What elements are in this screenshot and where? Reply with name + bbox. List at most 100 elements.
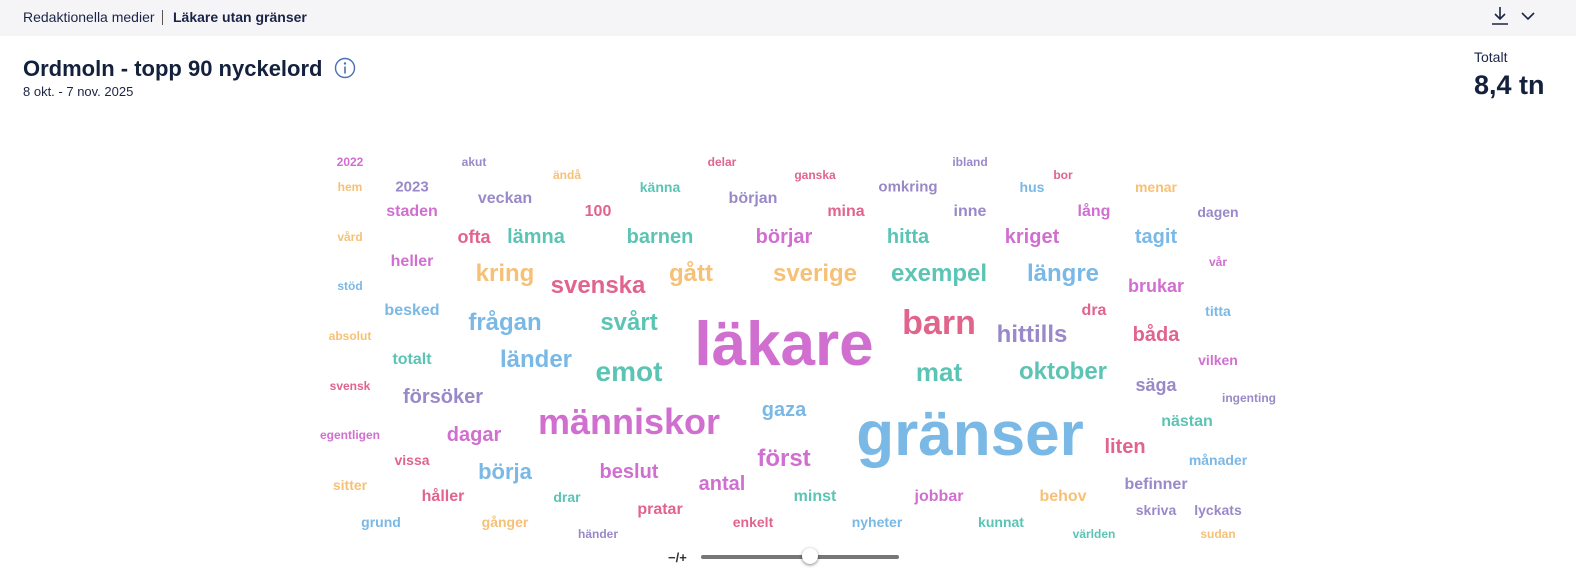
word[interactable]: titta [1205, 303, 1231, 319]
word[interactable]: kunnat [978, 514, 1024, 530]
word[interactable]: hus [1019, 179, 1045, 195]
word[interactable]: gaza [761, 399, 807, 421]
word[interactable]: absolut [328, 329, 372, 343]
word[interactable]: menar [1134, 179, 1178, 195]
word[interactable]: minst [793, 488, 837, 505]
word[interactable]: liten [1104, 436, 1146, 458]
word[interactable]: håller [421, 488, 465, 505]
word[interactable]: börjar [755, 226, 813, 248]
word[interactable]: barn [902, 304, 976, 342]
word[interactable]: grund [361, 514, 401, 530]
word[interactable]: egentligen [319, 428, 381, 442]
word[interactable]: brukar [1127, 276, 1185, 296]
word[interactable]: lämna [507, 226, 565, 248]
word[interactable]: gånger [481, 514, 529, 530]
word[interactable]: början [728, 190, 778, 207]
word[interactable]: beslut [599, 461, 659, 483]
word[interactable]: hem [337, 180, 363, 194]
word[interactable]: 2022 [336, 155, 364, 169]
word[interactable]: ofta [457, 227, 491, 247]
word[interactable]: kring [475, 260, 535, 287]
download-menu[interactable] [1488, 4, 1536, 28]
word[interactable]: säga [1135, 375, 1177, 395]
word[interactable]: jobbar [914, 488, 964, 505]
word[interactable]: inne [953, 203, 987, 220]
word[interactable]: mat [915, 357, 963, 387]
word[interactable]: oktober [1018, 358, 1108, 385]
word[interactable]: svårt [600, 309, 658, 336]
word[interactable]: vilken [1198, 352, 1238, 368]
word[interactable]: gått [669, 260, 713, 287]
word[interactable]: sudan [1200, 527, 1236, 541]
word[interactable]: försöker [402, 386, 484, 408]
word[interactable]: heller [390, 253, 434, 270]
card: Ordmoln - topp 90 nyckelord 8 okt. - 7 n… [0, 36, 1576, 582]
word[interactable]: börja [478, 459, 532, 484]
word[interactable]: vår [1208, 255, 1228, 269]
word[interactable]: delar [707, 155, 737, 169]
word[interactable]: båda [1132, 324, 1180, 346]
word[interactable]: totalt [392, 351, 432, 368]
word[interactable]: längre [1026, 260, 1100, 287]
word[interactable]: vissa [394, 452, 430, 468]
word[interactable]: nyheter [851, 514, 903, 530]
word[interactable]: vård [337, 230, 363, 244]
word[interactable]: sverige [772, 260, 858, 287]
word[interactable]: exempel [890, 260, 988, 287]
word[interactable]: dagar [446, 424, 502, 446]
word[interactable]: dagen [1197, 204, 1239, 220]
word[interactable]: besked [384, 302, 440, 319]
total-label: Totalt [1474, 49, 1508, 65]
slider-knob[interactable] [802, 548, 818, 564]
word[interactable]: månader [1188, 452, 1248, 468]
word[interactable]: befinner [1124, 476, 1188, 493]
word[interactable]: 2023 [395, 178, 429, 196]
word[interactable]: pratar [637, 501, 683, 518]
slider-track[interactable] [701, 555, 899, 559]
word[interactable]: hitta [886, 226, 930, 248]
word[interactable]: gränser [856, 400, 1084, 469]
breadcrumb-current: Läkare utan gränser [173, 9, 307, 25]
word[interactable]: omkring [878, 178, 938, 196]
word[interactable]: skriva [1135, 502, 1177, 518]
word[interactable]: kriget [1004, 226, 1060, 248]
word[interactable]: enkelt [732, 514, 774, 530]
word[interactable]: antal [698, 473, 746, 495]
word[interactable]: länder [499, 346, 573, 373]
word[interactable]: veckan [477, 190, 533, 207]
word[interactable]: bor [1053, 168, 1073, 182]
word[interactable]: ingenting [1222, 391, 1276, 405]
word[interactable]: staden [386, 203, 438, 220]
word[interactable]: ganska [794, 168, 836, 182]
word[interactable]: tagit [1134, 226, 1178, 248]
word[interactable]: läkare [694, 310, 874, 379]
top-bar: Redaktionella medier Läkare utan gränser [0, 0, 1576, 36]
word[interactable]: hittills [996, 321, 1068, 348]
word[interactable]: svensk [329, 379, 371, 393]
info-icon[interactable] [334, 57, 356, 79]
word[interactable]: emot [595, 356, 663, 387]
word[interactable]: frågan [468, 309, 542, 336]
word[interactable]: ibland [952, 155, 988, 169]
word[interactable]: nästan [1161, 413, 1213, 430]
total-value: 8,4 tn [1474, 70, 1545, 100]
word[interactable]: först [757, 445, 811, 472]
word[interactable]: mina [827, 203, 865, 220]
word[interactable]: 100 [584, 203, 612, 220]
word[interactable]: människor [537, 401, 721, 442]
breadcrumb[interactable]: Redaktionella medier [23, 9, 155, 25]
word[interactable]: svenska [550, 272, 646, 299]
word[interactable]: sitter [332, 477, 368, 493]
word[interactable]: världen [1072, 527, 1116, 541]
word[interactable]: barnen [626, 226, 694, 248]
word[interactable]: dra [1081, 302, 1107, 319]
word[interactable]: drar [553, 489, 581, 505]
word[interactable]: lyckats [1194, 502, 1242, 518]
word[interactable]: händer [577, 527, 619, 541]
word[interactable]: känna [639, 179, 681, 195]
word[interactable]: stöd [337, 279, 363, 293]
word[interactable]: behov [1039, 488, 1087, 505]
word[interactable]: ändå [552, 168, 582, 182]
word[interactable]: lång [1077, 203, 1111, 220]
word[interactable]: akut [461, 155, 487, 169]
